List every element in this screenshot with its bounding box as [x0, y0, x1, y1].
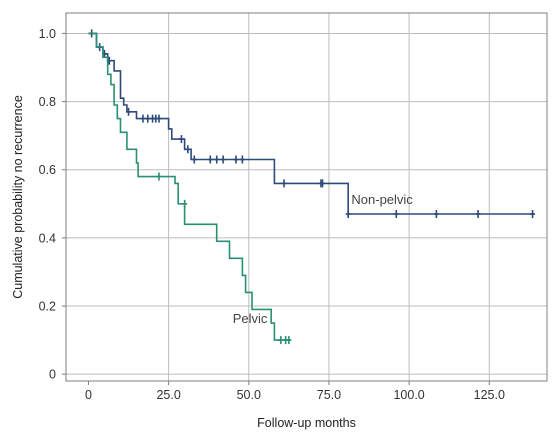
series-label-non-pelvic: Non-pelvic: [351, 192, 413, 207]
y-tick-label: 1.0: [39, 27, 56, 41]
plot-border: [65, 12, 548, 382]
y-tick-label: 0.6: [39, 163, 56, 177]
y-tick-label: 0.4: [39, 231, 56, 245]
series-label-pelvic: Pelvic: [233, 311, 268, 326]
y-tick-label: 0.8: [39, 95, 56, 109]
x-tick-label: 100.0: [393, 388, 424, 402]
x-tick-label: 25.0: [156, 388, 180, 402]
gridlines: [66, 13, 547, 381]
x-tick-label: 125.0: [474, 388, 505, 402]
x-tick-label: 75.0: [317, 388, 341, 402]
series-pelvic: [88, 32, 292, 345]
survival-step-line: [88, 32, 291, 341]
y-tick-label: 0.2: [39, 300, 56, 314]
series-layer: [88, 29, 536, 345]
y-tick-label: 0: [49, 368, 56, 382]
x-axis-ticks: 0 25.0 50.0 75.0 100.0 125.0: [85, 381, 505, 402]
y-axis-ticks: 0 0.2 0.4 0.6 0.8 1.0: [39, 27, 66, 382]
y-axis-title: Cumulative probability no recurrence: [11, 95, 25, 299]
survival-step-line: [88, 32, 535, 215]
series-non-pelvic: [88, 29, 536, 219]
x-tick-label: 0: [85, 388, 92, 402]
plot-frame: [65, 12, 548, 382]
x-axis-title: Follow-up months: [257, 416, 356, 430]
x-tick-label: 50.0: [237, 388, 261, 402]
